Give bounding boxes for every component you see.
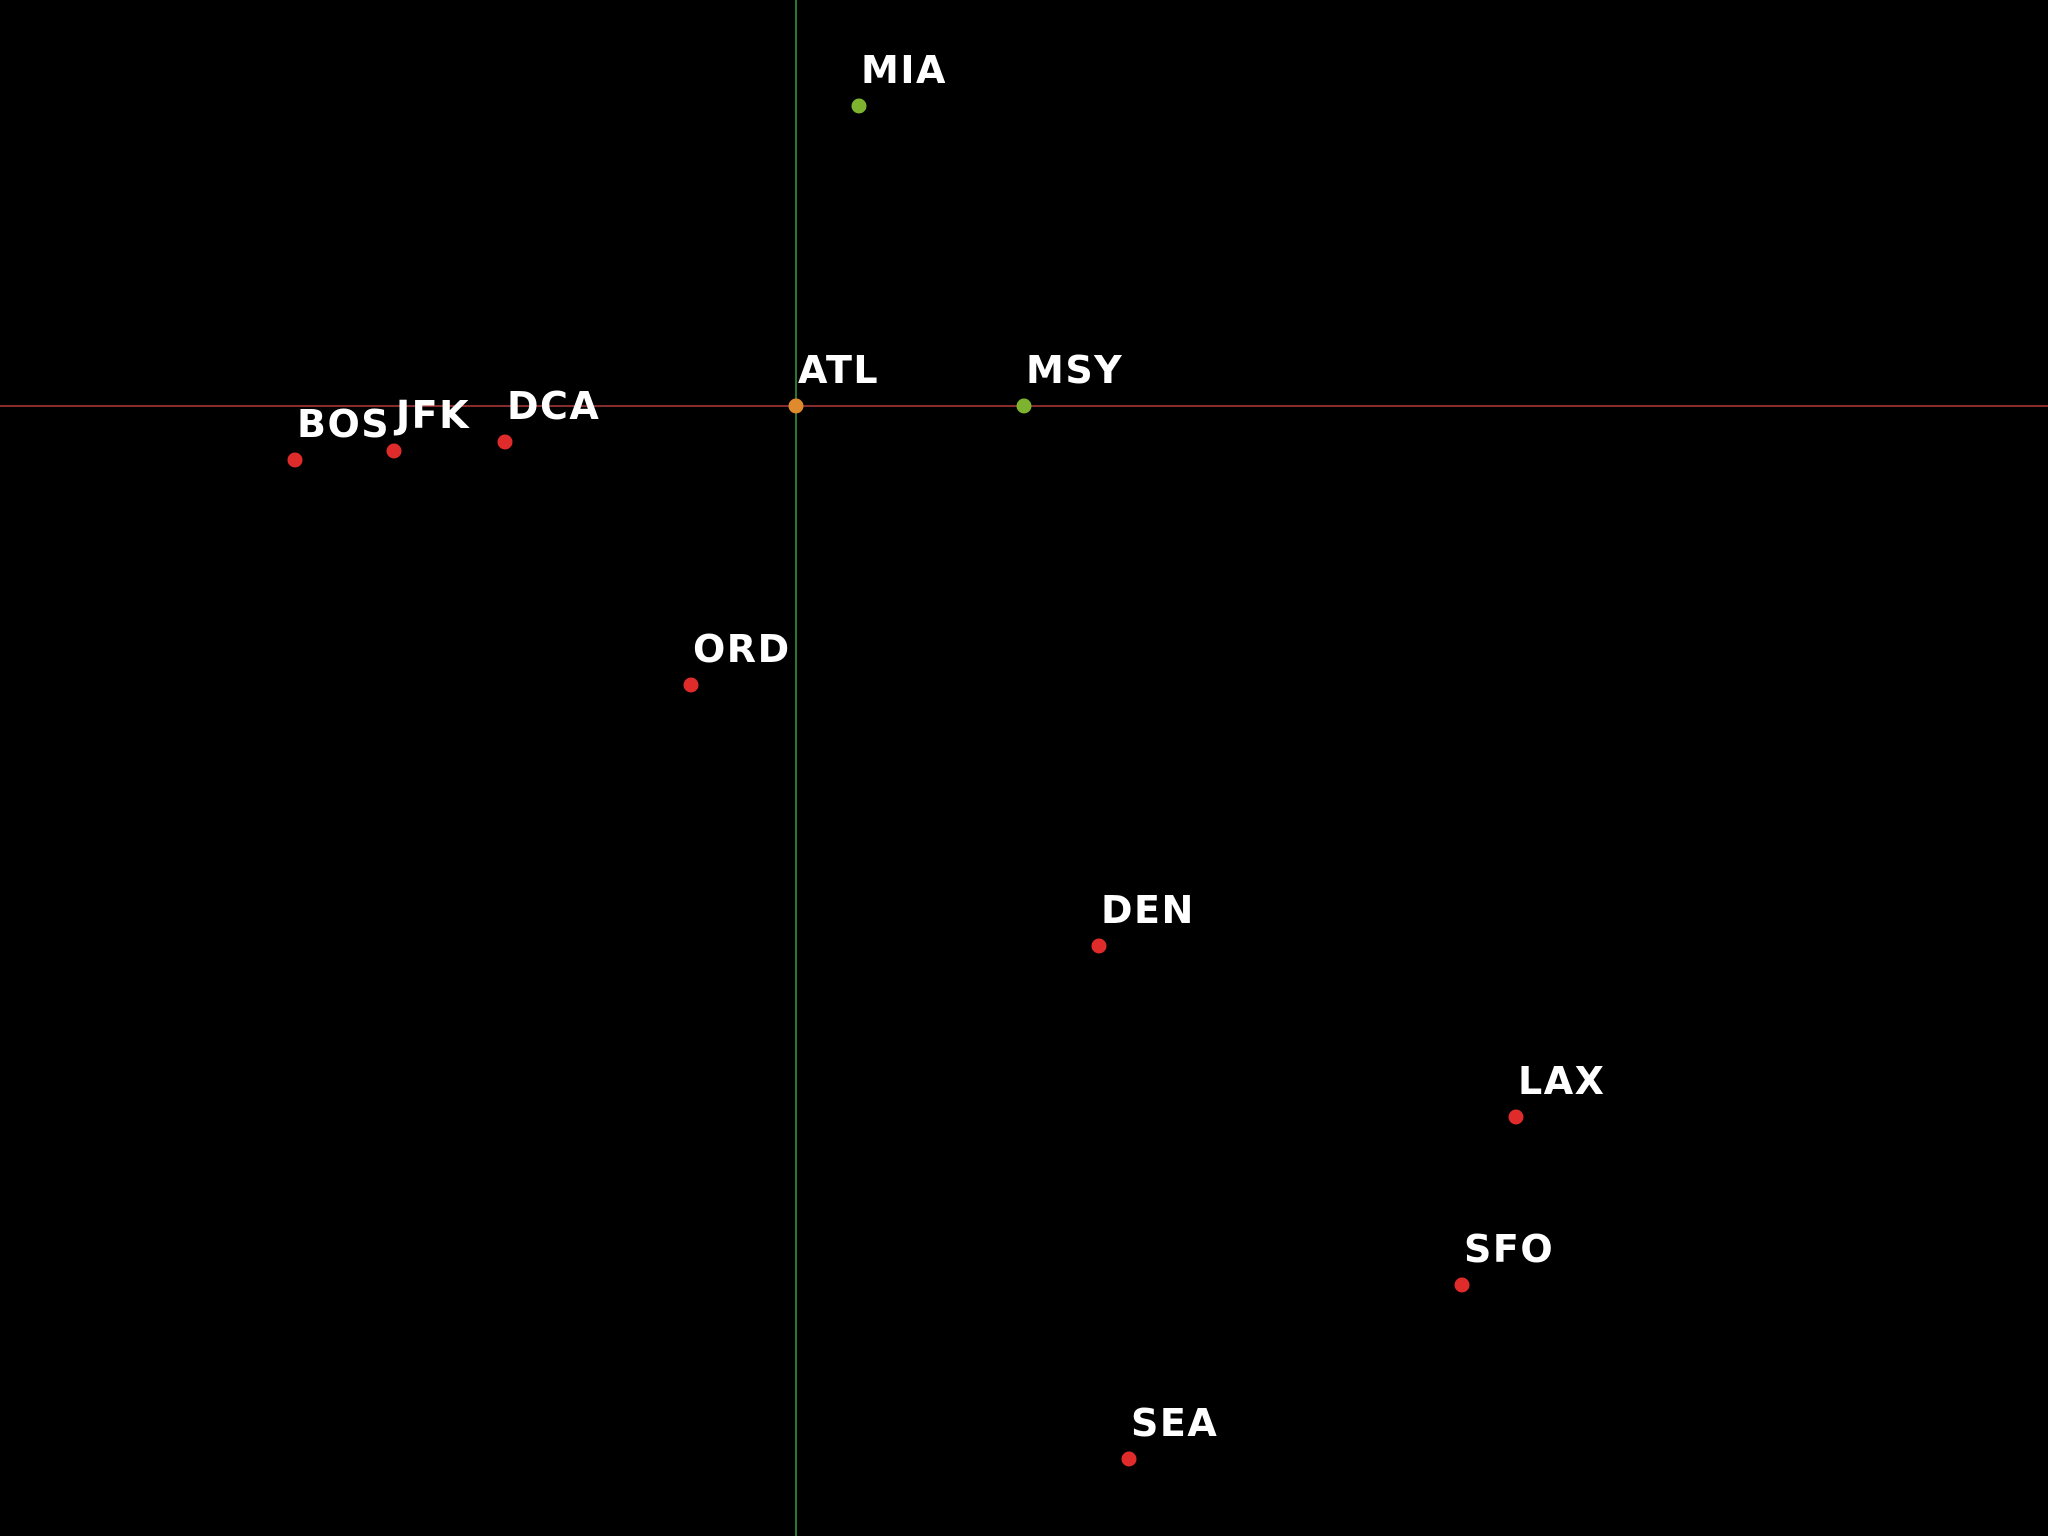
node-lax: LAX xyxy=(1508,1059,1605,1125)
node-sea: SEA xyxy=(1121,1401,1218,1467)
node-label: MIA xyxy=(861,48,947,92)
node-point xyxy=(497,434,513,450)
node-point xyxy=(1091,938,1107,954)
node-label: MSY xyxy=(1026,348,1123,392)
node-dca: DCA xyxy=(497,384,600,450)
node-label: DCA xyxy=(507,384,600,428)
node-label: JFK xyxy=(393,393,470,437)
node-atl: ATL xyxy=(788,348,879,414)
node-msy: MSY xyxy=(1016,348,1123,414)
node-bos: BOS xyxy=(287,402,390,468)
node-den: DEN xyxy=(1091,888,1195,954)
node-ord: ORD xyxy=(683,627,791,693)
node-sfo: SFO xyxy=(1454,1227,1554,1293)
node-label: ATL xyxy=(798,348,879,392)
node-point xyxy=(1454,1277,1470,1293)
node-label: DEN xyxy=(1101,888,1195,932)
node-point xyxy=(683,677,699,693)
node-point xyxy=(788,398,804,414)
node-point xyxy=(1016,398,1032,414)
node-mia: MIA xyxy=(851,48,947,114)
node-point xyxy=(1508,1109,1524,1125)
node-label: ORD xyxy=(693,627,791,671)
node-label: SFO xyxy=(1464,1227,1554,1271)
node-label: BOS xyxy=(297,402,390,446)
node-point xyxy=(386,443,402,459)
node-label: SEA xyxy=(1131,1401,1218,1445)
node-point xyxy=(287,452,303,468)
node-label: LAX xyxy=(1518,1059,1605,1103)
node-point xyxy=(1121,1451,1137,1467)
node-point xyxy=(851,98,867,114)
node-jfk: JFK xyxy=(386,393,470,459)
nodes-layer: ATL MIA MSY BOS JFK DCA ORD DEN LAX SFO SEA xyxy=(287,48,1605,1467)
